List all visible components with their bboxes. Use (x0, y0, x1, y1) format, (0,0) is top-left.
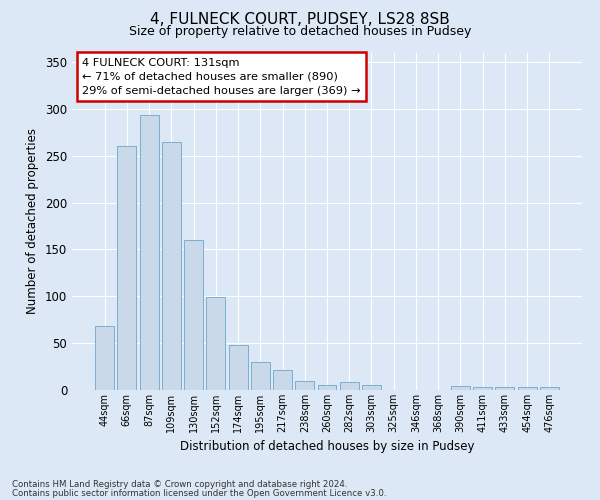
Text: 4, FULNECK COURT, PUDSEY, LS28 8SB: 4, FULNECK COURT, PUDSEY, LS28 8SB (150, 12, 450, 28)
Bar (451, 386, 470, 390)
Text: 4 FULNECK COURT: 131sqm
← 71% of detached houses are smaller (890)
29% of semi-d: 4 FULNECK COURT: 131sqm ← 71% of detache… (82, 58, 361, 96)
Text: Size of property relative to detached houses in Pudsey: Size of property relative to detached ho… (129, 25, 471, 38)
X-axis label: Distribution of detached houses by size in Pudsey: Distribution of detached houses by size … (180, 440, 474, 454)
Bar (362, 386, 381, 390)
Bar (317, 386, 337, 390)
Bar (540, 387, 559, 390)
Bar (118, 146, 136, 390)
Bar (95, 326, 114, 390)
Bar (229, 345, 248, 390)
Bar (184, 240, 203, 390)
Bar (518, 387, 536, 390)
Bar (295, 380, 314, 390)
Bar (340, 382, 359, 390)
Bar (206, 297, 225, 390)
Bar (162, 142, 181, 390)
Bar (251, 362, 270, 390)
Bar (473, 387, 492, 390)
Bar (496, 387, 514, 390)
Bar (140, 116, 158, 390)
Text: Contains public sector information licensed under the Open Government Licence v3: Contains public sector information licen… (12, 488, 386, 498)
Bar (273, 370, 292, 390)
Y-axis label: Number of detached properties: Number of detached properties (26, 128, 40, 314)
Text: Contains HM Land Registry data © Crown copyright and database right 2024.: Contains HM Land Registry data © Crown c… (12, 480, 347, 489)
